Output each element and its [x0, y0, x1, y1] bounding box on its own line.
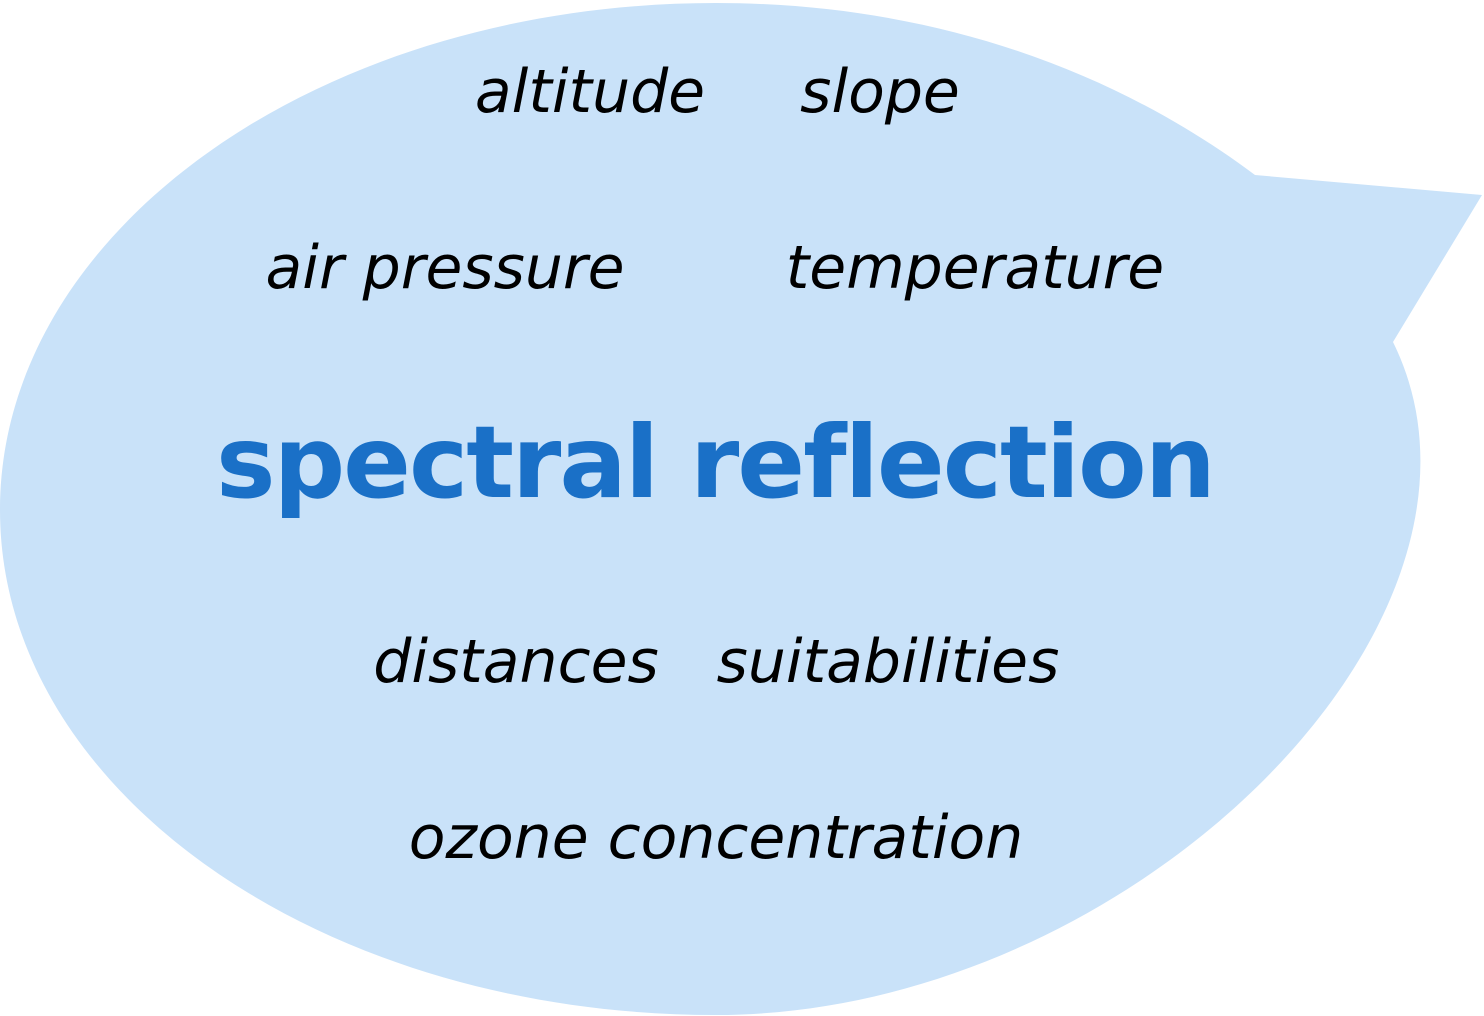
term-distances: distances	[373, 627, 659, 697]
term-air-pressure: air pressure	[265, 233, 625, 303]
term-ozone-concentration: ozone concentration	[408, 803, 1024, 873]
central-term: spectral reflection	[216, 404, 1216, 521]
speech-bubble-shape	[0, 3, 1482, 1015]
term-temperature: temperature	[785, 233, 1165, 303]
term-slope: slope	[800, 57, 960, 127]
term-suitabilities: suitabilities	[716, 627, 1060, 697]
term-altitude: altitude	[474, 57, 706, 127]
